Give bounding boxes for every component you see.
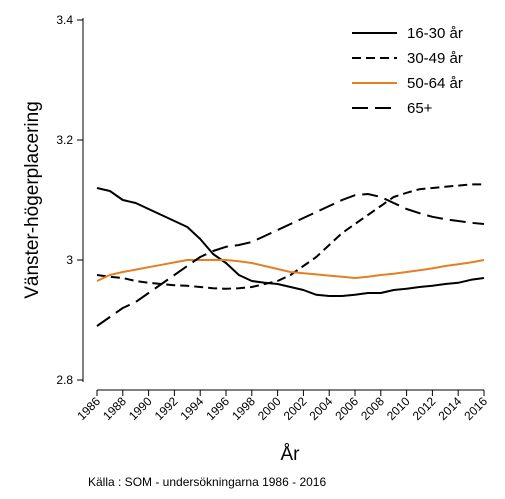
x-axis: 1986198819901992199419961998200020022004… (74, 389, 490, 423)
series-line (96, 187, 485, 297)
x-tick-label: 1998 (229, 394, 258, 423)
series-line (96, 193, 485, 327)
y-axis-title: Vänster-högerplacering (22, 101, 43, 299)
x-tick-label: 1988 (100, 394, 129, 423)
legend-label: 16-30 år (407, 25, 463, 42)
source-note: Källa : SOM - undersökningarna 1986 - 20… (88, 475, 326, 489)
legend-label: 50-64 år (407, 75, 463, 92)
x-tick-label: 2008 (358, 394, 387, 423)
y-tick-label: 2.8 (56, 373, 73, 387)
x-tick-label: 2014 (436, 394, 465, 423)
series-line (96, 259, 485, 282)
y-tick-label: 3 (66, 253, 73, 267)
x-tick-label: 1994 (178, 394, 207, 423)
x-tick-label: 2010 (384, 394, 413, 423)
legend-label: 65+ (407, 100, 433, 117)
x-tick-label: 2012 (410, 394, 439, 423)
x-tick-label: 2000 (255, 394, 284, 423)
x-tick-label: 1990 (126, 394, 155, 423)
x-tick-label: 1992 (152, 394, 181, 423)
y-tick-label: 3.2 (56, 133, 73, 147)
x-tick-label: 2016 (461, 394, 490, 423)
x-tick-label: 1986 (74, 394, 103, 423)
legend-label: 30-49 år (407, 50, 463, 67)
series-layer (96, 183, 485, 327)
x-tick-label: 1996 (203, 394, 232, 423)
x-axis-title: År (281, 444, 301, 465)
y-tick-label: 3.4 (56, 13, 73, 27)
x-tick-label: 2002 (281, 394, 310, 423)
series-line (96, 183, 484, 290)
x-tick-label: 2004 (307, 394, 336, 423)
legend: 16-30 år 30-49 år 50-64 år 65+ (352, 25, 463, 117)
y-axis: 2.8 3 3.2 3.4 (56, 13, 84, 387)
x-tick-label: 2006 (332, 394, 361, 423)
